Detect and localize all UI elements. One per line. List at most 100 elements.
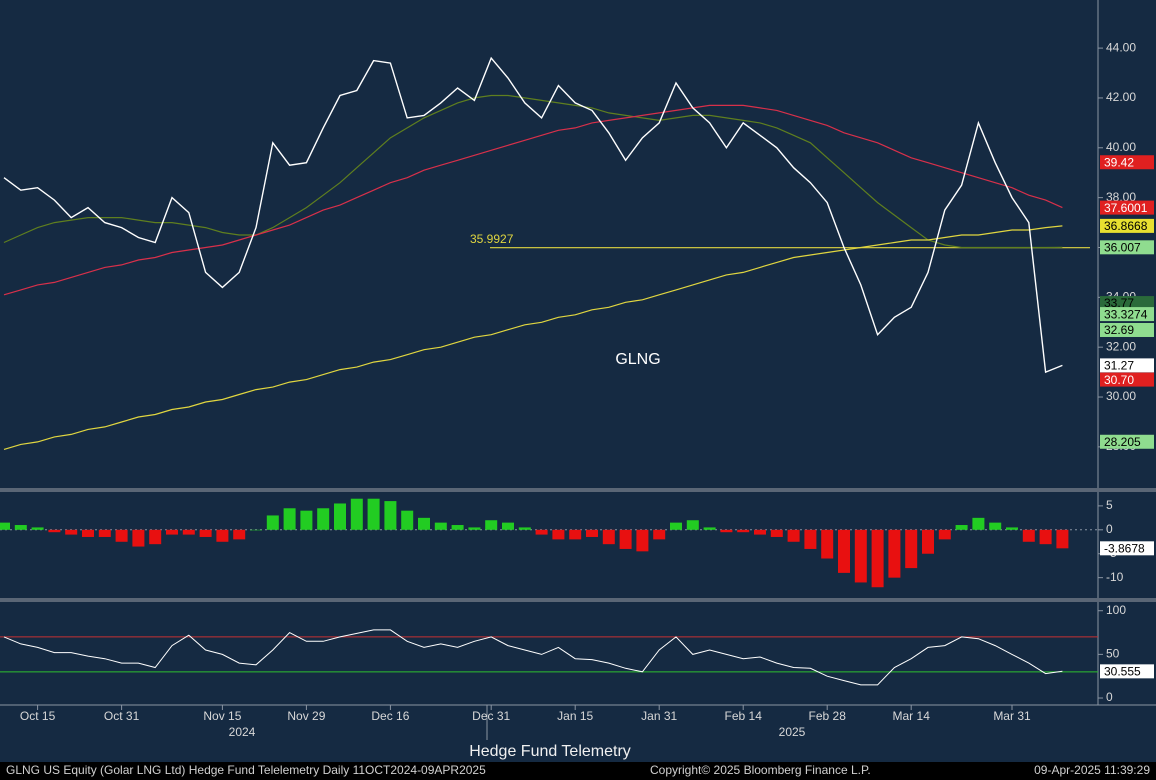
oscillator-bar	[552, 529, 565, 540]
price-label: 37.6001	[1104, 201, 1148, 215]
oscillator-bar	[804, 529, 817, 549]
y-tick-label: 0	[1106, 522, 1113, 536]
oscillator-bar	[619, 529, 632, 549]
x-tick-label: Mar 31	[993, 709, 1031, 723]
price-label-bg	[1100, 296, 1154, 311]
oscillator-bar	[586, 529, 598, 537]
oscillator-bar	[871, 529, 884, 588]
price-label: 30.70	[1104, 373, 1134, 387]
footer-left: GLNG US Equity (Golar LNG Ltd) Hedge Fun…	[6, 763, 486, 777]
oscillator-bar	[1039, 529, 1052, 545]
oscillator-bar	[1056, 529, 1069, 549]
oscillator-bar	[149, 529, 162, 545]
oscillator-bar	[418, 517, 430, 530]
oscillator-bar	[82, 529, 94, 537]
moving-average	[3, 225, 1063, 450]
x-tick-label: Feb 28	[809, 709, 847, 723]
price-label-bg	[1100, 155, 1154, 170]
panel-separator	[0, 598, 1156, 602]
oscillator-bar	[670, 522, 682, 530]
price-label: 39.42	[1104, 155, 1134, 169]
oscillator-bar	[653, 529, 666, 540]
price-label: 33.77	[1104, 296, 1134, 310]
footer-center: Copyright© 2025 Bloomberg Finance L.P.	[650, 763, 871, 777]
oscillator-bar	[384, 501, 397, 530]
footer-right: 09-Apr-2025 11:39:29	[1034, 763, 1150, 777]
oscillator-bar	[888, 529, 901, 578]
oscillator-bar	[569, 529, 582, 540]
y-tick-label: 0	[1106, 690, 1113, 704]
price-label: 36.8668	[1104, 219, 1148, 233]
oscillator-bar	[686, 520, 699, 530]
reference-label: 35.9927	[470, 232, 514, 246]
year-label: 2025	[779, 725, 806, 739]
y-tick-label: 38.00	[1106, 190, 1136, 204]
x-tick-label: Nov 29	[287, 709, 325, 723]
oscillator-bar	[0, 522, 10, 530]
oscillator-bar	[367, 498, 380, 530]
y-tick-label: 5	[1106, 498, 1113, 512]
y-tick-label: 40.00	[1106, 140, 1136, 154]
oscillator-bar	[14, 525, 27, 530]
oscillator-bar	[1022, 529, 1035, 542]
oscillator-bar	[266, 515, 279, 530]
footer-bar	[0, 762, 1156, 780]
x-tick-label: Dec 31	[472, 709, 510, 723]
oscillator-bar	[787, 529, 800, 542]
y-tick-label: 100	[1106, 603, 1126, 617]
oscillator-bar	[955, 525, 968, 530]
oscillator-bar	[233, 529, 246, 540]
y-tick-label: 44.00	[1106, 40, 1136, 54]
oscillator-bar	[434, 522, 447, 530]
oscillator-bar	[854, 529, 867, 583]
x-tick-label: Feb 14	[725, 709, 763, 723]
y-tick-label: 50	[1106, 647, 1120, 661]
price-label-bg	[1100, 434, 1154, 449]
oscillator-bar	[703, 527, 716, 530]
oscillator-bar	[182, 529, 195, 535]
x-tick-label: Jan 31	[641, 709, 677, 723]
oscillator-bar	[1006, 527, 1018, 530]
oscillator-bar	[972, 517, 985, 530]
oscillator-bar	[989, 522, 1002, 530]
oscillator-bar	[502, 522, 514, 530]
oscillator-bar	[770, 529, 783, 537]
price-line	[3, 56, 1063, 374]
year-label: 2024	[229, 725, 256, 739]
oscillator-bar	[401, 510, 414, 530]
oscillator-bar	[636, 529, 649, 552]
y-tick-label: -10	[1106, 570, 1124, 584]
oscillator-bar	[485, 520, 498, 530]
x-tick-label: Oct 31	[104, 709, 140, 723]
panel-separator	[0, 488, 1156, 492]
oscillator-bar	[48, 529, 61, 533]
price-label-bg	[1100, 372, 1154, 387]
price-label: 28.205	[1104, 435, 1141, 449]
oscillator-bar	[737, 529, 750, 533]
oscillator-bar	[115, 529, 128, 542]
oscillator-bar	[199, 529, 212, 537]
price-label-bg	[1100, 322, 1154, 337]
x-tick-label: Mar 14	[893, 709, 931, 723]
x-tick-label: Nov 15	[203, 709, 241, 723]
last-value-label: 30.555	[1104, 665, 1141, 679]
oscillator-bar	[602, 529, 615, 545]
oscillator-bar	[350, 498, 363, 530]
oscillator-bar	[535, 529, 548, 535]
y-tick-label: 32.00	[1106, 339, 1136, 353]
price-label-bg	[1100, 358, 1154, 373]
y-tick-label: 30.00	[1106, 389, 1136, 403]
price-label-bg	[1100, 240, 1154, 255]
oscillator-bar	[250, 529, 262, 531]
oscillator-bar	[838, 529, 850, 573]
oscillator-bar	[31, 527, 44, 530]
oscillator-bar	[938, 529, 951, 540]
oscillator-bar	[317, 508, 330, 530]
oscillator-bar	[468, 527, 481, 530]
moving-average	[3, 94, 1063, 249]
oscillator-bar	[334, 503, 346, 530]
oscillator-bar	[518, 527, 531, 530]
price-label: 33.3274	[1104, 307, 1148, 321]
